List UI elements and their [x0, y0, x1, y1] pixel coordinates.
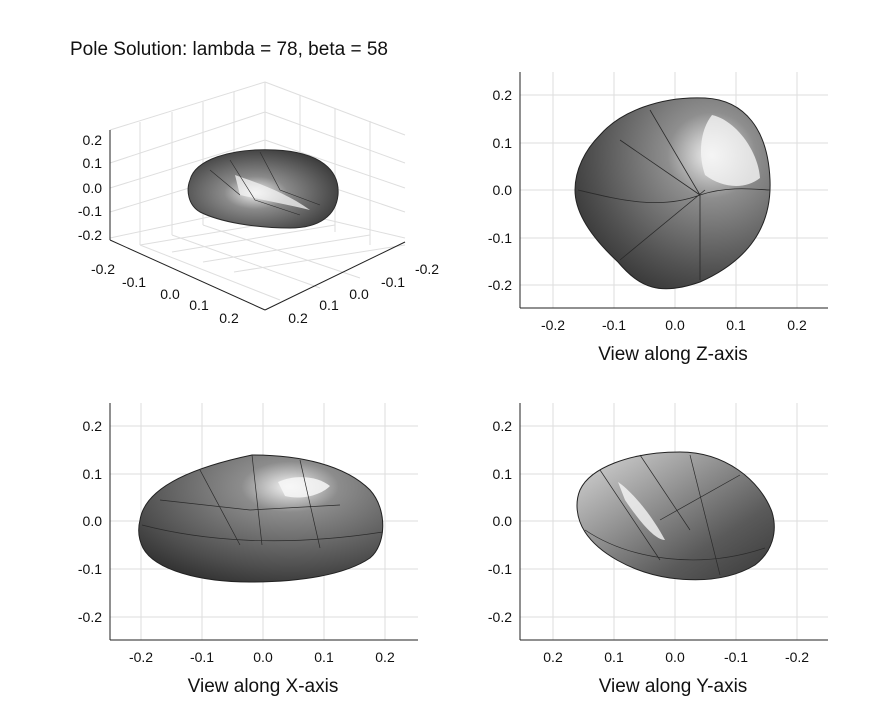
- panel-3d-facets: [209, 151, 321, 216]
- panel-y-y-tick: 0.1: [493, 466, 513, 482]
- panel-x-x-tick: 0.0: [253, 649, 273, 665]
- panel-y-y-tick: -0.1: [488, 561, 512, 577]
- panel-3d-right-tick: -0.2: [415, 261, 439, 277]
- panel-x-y-tick: -0.1: [78, 561, 102, 577]
- panel-3d-right-tick: 0.2: [288, 310, 308, 326]
- panel-3d-left-tick: 0.0: [160, 286, 180, 302]
- panel-x-highlight: [278, 477, 330, 498]
- panel-3d-right-tick: 0.0: [349, 286, 369, 302]
- panel-3d-z-tick: 0.0: [83, 180, 103, 196]
- panel-z-shape: [574, 97, 771, 290]
- panel-z-view: 0.2 0.1 0.0 -0.1 -0.2 -0.2 -0.1 0.0 0.1 …: [488, 72, 828, 365]
- panel-z-highlight: [700, 115, 760, 186]
- panel-3d-left-tick: -0.1: [122, 274, 146, 290]
- panel-3d-highlight: [235, 175, 310, 210]
- panel-y-y-tick: 0.0: [493, 513, 513, 529]
- panel-x-y-tick: -0.2: [78, 609, 102, 625]
- panel-x-y-tick: 0.2: [83, 418, 103, 434]
- figure-title: Pole Solution: lambda = 78, beta = 58: [70, 39, 388, 60]
- panel-x-facets: [141, 454, 384, 549]
- panel-3d-z-tick: -0.2: [78, 227, 102, 243]
- panel-x-y-tick: 0.0: [83, 513, 103, 529]
- panel-z-x-tick: -0.2: [541, 317, 565, 333]
- panel-3d-left-tick: -0.2: [91, 261, 115, 277]
- panel-z-y-tick: -0.2: [488, 277, 512, 293]
- panel-y-shape: [576, 451, 775, 581]
- panel-z-x-tick: 0.1: [726, 317, 746, 333]
- panel-z-y-tick: 0.1: [493, 135, 513, 151]
- panel-z-x-tick: -0.1: [602, 317, 626, 333]
- panel-x-x-tick: -0.2: [129, 649, 153, 665]
- panel-3d-z-tick: -0.1: [78, 203, 102, 219]
- panel-y-y-tick: 0.2: [493, 418, 513, 434]
- panel-y-facets: [584, 454, 766, 576]
- panel-3d-right-tick: -0.1: [381, 274, 405, 290]
- panel-y-x-tick: 0.2: [543, 649, 563, 665]
- panel-x-x-tick: -0.1: [190, 649, 214, 665]
- panel-z-x-tick: 0.0: [665, 317, 685, 333]
- panel-y-xlabel: View along Y-axis: [599, 676, 748, 697]
- panel-x-x-tick: 0.1: [314, 649, 334, 665]
- panel-3d: 0.2 0.1 0.0 -0.1 -0.2 -0.2 -0.1 0.0 0.1 …: [78, 81, 439, 326]
- panel-y-x-tick: -0.2: [785, 649, 809, 665]
- panel-y-x-tick: 0.1: [604, 649, 624, 665]
- panel-z-xlabel: View along Z-axis: [598, 344, 748, 365]
- panel-y-x-tick: 0.0: [665, 649, 685, 665]
- panel-z-y-tick: -0.1: [488, 230, 512, 246]
- panel-y-y-tick: -0.2: [488, 609, 512, 625]
- panel-3d-left-tick: 0.2: [219, 310, 239, 326]
- panel-3d-left-tick: 0.1: [189, 297, 209, 313]
- panel-y-view: 0.2 0.1 0.0 -0.1 -0.2 0.2 0.1 0.0 -0.1 -…: [488, 403, 828, 697]
- panel-z-x-tick: 0.2: [787, 317, 807, 333]
- panel-3d-right-tick: 0.1: [319, 297, 339, 313]
- panel-y-highlight: [618, 482, 665, 540]
- panel-x-x-tick: 0.2: [375, 649, 395, 665]
- panel-z-y-tick: 0.0: [493, 182, 513, 198]
- panel-3d-right-axis-line: [264, 241, 406, 311]
- panel-x-xlabel: View along X-axis: [188, 676, 339, 697]
- panel-z-y-tick: 0.2: [493, 87, 513, 103]
- panel-3d-left-axis-line: [109, 239, 266, 311]
- panel-z-facets: [577, 109, 771, 280]
- panel-x-y-tick: 0.1: [83, 466, 103, 482]
- panel-x-view: 0.2 0.1 0.0 -0.1 -0.2 -0.2 -0.1 0.0 0.1 …: [78, 403, 418, 697]
- panel-y-x-tick: -0.1: [724, 649, 748, 665]
- panel-3d-z-tick: 0.2: [83, 132, 103, 148]
- panel-3d-z-tick: 0.1: [83, 155, 103, 171]
